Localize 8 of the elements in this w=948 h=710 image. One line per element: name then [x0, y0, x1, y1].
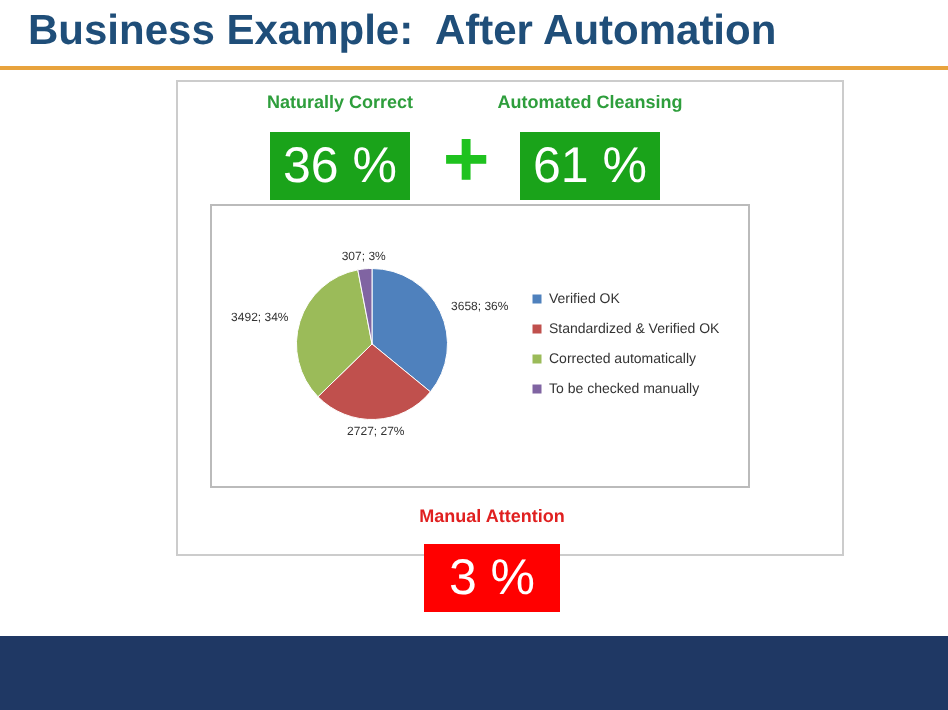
text: 3 % [424, 544, 560, 612]
text: 61 % [520, 132, 660, 200]
text: + [440, 116, 492, 206]
text: 36 % [270, 132, 410, 200]
text: Manual Attention [417, 506, 567, 526]
text: Automated Cleansing [495, 92, 685, 112]
text: Naturally Correct [264, 92, 416, 112]
chart-title: Business Example: After Automation [28, 8, 777, 56]
